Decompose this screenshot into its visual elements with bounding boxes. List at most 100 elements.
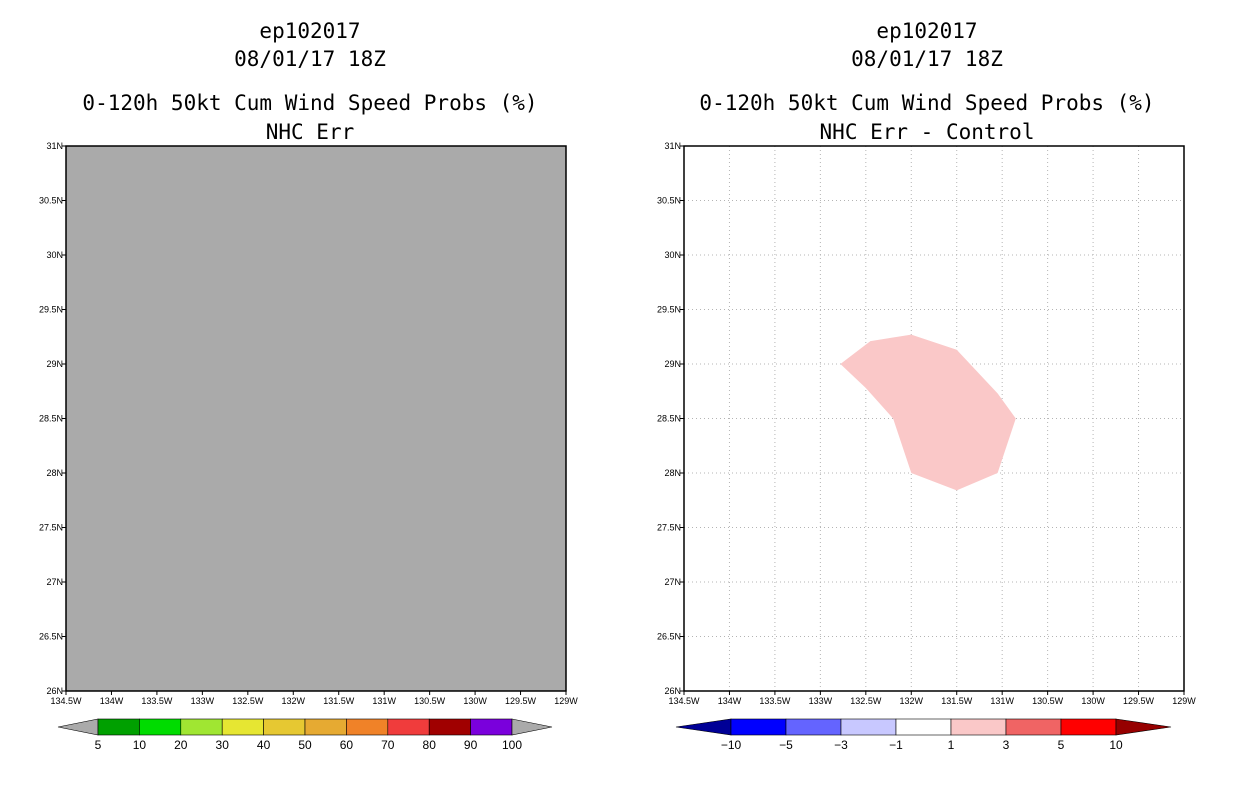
x-tick-label: 131W bbox=[372, 696, 396, 706]
colorbar-min-arrow bbox=[675, 718, 732, 736]
y-tick-label: 30N bbox=[664, 250, 681, 260]
colorbar-label: 30 bbox=[216, 738, 230, 752]
colorbar-swatch bbox=[895, 718, 952, 736]
y-tick-label: 30.5N bbox=[39, 196, 63, 206]
x-tick-label: 129.5W bbox=[505, 696, 537, 706]
y-tick-label: 29.5N bbox=[657, 305, 681, 315]
x-tick-label: 129.5W bbox=[1123, 696, 1155, 706]
x-tick-label: 133W bbox=[809, 696, 833, 706]
x-tick-label: 132.5W bbox=[850, 696, 882, 706]
y-tick-label: 26.5N bbox=[39, 632, 63, 642]
left-panel: ep102017 08/01/17 18Z 0-120h 50kt Cum Wi… bbox=[39, 19, 578, 752]
x-tick-label: 133.5W bbox=[759, 696, 791, 706]
colorbar-label: 3 bbox=[1003, 738, 1010, 752]
colorbar-label: −5 bbox=[779, 738, 793, 752]
colorbar-swatch bbox=[1005, 718, 1062, 736]
colorbar-label: 40 bbox=[257, 738, 271, 752]
left-title-line-1: ep102017 bbox=[259, 19, 360, 43]
x-tick-label: 132W bbox=[282, 696, 306, 706]
left-title-line-4: NHC Err bbox=[266, 120, 355, 144]
colorbar-label: −3 bbox=[834, 738, 848, 752]
y-tick-label: 30N bbox=[46, 250, 63, 260]
colorbar-swatch bbox=[387, 718, 430, 736]
right-colorbar: −10 −5 −3 −1 1 3 5 10 bbox=[675, 718, 1172, 752]
x-tick-label: 134.5W bbox=[50, 696, 82, 706]
colorbar-swatch bbox=[304, 718, 347, 736]
colorbar-label: 70 bbox=[381, 738, 395, 752]
x-tick-label: 133.5W bbox=[141, 696, 173, 706]
right-title-line-2: 08/01/17 18Z bbox=[851, 47, 1003, 71]
x-tick-label: 131W bbox=[990, 696, 1014, 706]
colorbar-swatch bbox=[180, 718, 223, 736]
right-difference-region bbox=[840, 334, 1016, 491]
colorbar-swatch bbox=[346, 718, 389, 736]
left-colorbar: 5 10 20 30 40 50 60 70 80 90 100 bbox=[57, 718, 553, 752]
right-y-axis: 26N 26.5N 27N 27.5N 28N 28.5N 29N 29.5N 30N 30.5N… bbox=[657, 141, 684, 696]
colorbar-swatch bbox=[785, 718, 842, 736]
colorbar-label: 90 bbox=[464, 738, 478, 752]
colorbar-min-arrow bbox=[57, 718, 99, 736]
colorbar-max-arrow bbox=[511, 718, 553, 736]
right-panel: ep102017 08/01/17 18Z 0-120h 50kt Cum Wi… bbox=[657, 19, 1196, 752]
x-tick-label: 130.5W bbox=[414, 696, 446, 706]
x-tick-label: 130W bbox=[463, 696, 487, 706]
colorbar-label: 20 bbox=[174, 738, 188, 752]
colorbar-label: 5 bbox=[1058, 738, 1065, 752]
colorbar-swatch bbox=[139, 718, 182, 736]
colorbar-label: 1 bbox=[948, 738, 955, 752]
y-tick-label: 28N bbox=[664, 468, 681, 478]
left-title-line-3: 0-120h 50kt Cum Wind Speed Probs (%) bbox=[82, 91, 537, 115]
y-tick-label: 28N bbox=[46, 468, 63, 478]
left-x-axis: 134.5W 134W 133.5W 133W 132.5W 132W 131.5W 131W… bbox=[50, 691, 578, 706]
colorbar-swatch bbox=[97, 718, 140, 736]
y-tick-label: 28.5N bbox=[39, 414, 63, 424]
colorbar-max-arrow bbox=[1115, 718, 1172, 736]
y-tick-label: 27N bbox=[664, 577, 681, 587]
colorbar-swatch bbox=[263, 718, 306, 736]
x-tick-label: 131.5W bbox=[941, 696, 973, 706]
x-tick-label: 129W bbox=[1172, 696, 1196, 706]
right-title-line-1: ep102017 bbox=[876, 19, 977, 43]
y-tick-label: 27.5N bbox=[39, 523, 63, 533]
left-y-axis: 26N 26.5N 27N 27.5N 28N 28.5N 29N 29.5N 30N 30.5N… bbox=[39, 141, 66, 696]
colorbar-label: 10 bbox=[133, 738, 147, 752]
x-tick-label: 134W bbox=[100, 696, 124, 706]
x-tick-label: 134.5W bbox=[668, 696, 700, 706]
y-tick-label: 29.5N bbox=[39, 305, 63, 315]
colorbar-swatch bbox=[470, 718, 513, 736]
x-tick-label: 131.5W bbox=[323, 696, 355, 706]
y-tick-label: 31N bbox=[46, 141, 63, 151]
colorbar-swatch bbox=[950, 718, 1007, 736]
y-tick-label: 30.5N bbox=[657, 196, 681, 206]
colorbar-swatch bbox=[1060, 718, 1117, 736]
colorbar-swatch bbox=[221, 718, 264, 736]
left-probability-field bbox=[66, 146, 566, 691]
colorbar-label: 5 bbox=[95, 738, 102, 752]
y-tick-label: 26N bbox=[46, 686, 63, 696]
x-tick-label: 132W bbox=[900, 696, 924, 706]
colorbar-swatch bbox=[428, 718, 471, 736]
x-tick-label: 130.5W bbox=[1032, 696, 1064, 706]
colorbar-label: 50 bbox=[298, 738, 312, 752]
colorbar-label: 100 bbox=[502, 738, 522, 752]
left-title-line-2: 08/01/17 18Z bbox=[234, 47, 386, 71]
y-tick-label: 29N bbox=[664, 359, 681, 369]
y-tick-label: 27N bbox=[46, 577, 63, 587]
y-tick-label: 28.5N bbox=[657, 414, 681, 424]
right-x-axis: 134.5W 134W 133.5W 133W 132.5W 132W 131.5W 131W… bbox=[668, 691, 1196, 706]
colorbar-label: 10 bbox=[1109, 738, 1123, 752]
colorbar-swatch bbox=[840, 718, 897, 736]
colorbar-label: 80 bbox=[423, 738, 437, 752]
x-tick-label: 133W bbox=[191, 696, 215, 706]
x-tick-label: 134W bbox=[718, 696, 742, 706]
colorbar-label: 60 bbox=[340, 738, 354, 752]
right-title-line-3: 0-120h 50kt Cum Wind Speed Probs (%) bbox=[699, 91, 1154, 115]
colorbar-swatch bbox=[730, 718, 787, 736]
x-tick-label: 129W bbox=[554, 696, 578, 706]
y-tick-label: 29N bbox=[46, 359, 63, 369]
colorbar-label: −10 bbox=[721, 738, 742, 752]
y-tick-label: 26N bbox=[664, 686, 681, 696]
y-tick-label: 31N bbox=[664, 141, 681, 151]
y-tick-label: 27.5N bbox=[657, 523, 681, 533]
